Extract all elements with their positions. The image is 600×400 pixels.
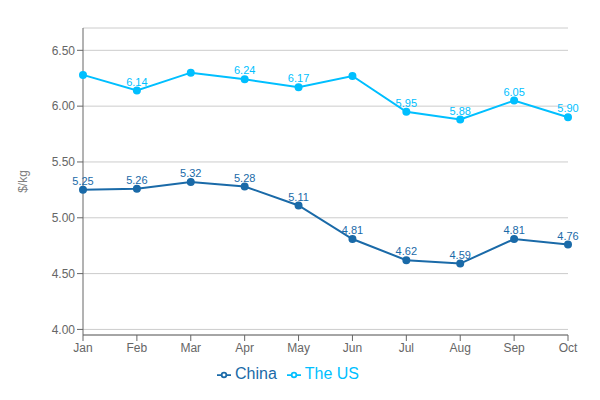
svg-text:5.25: 5.25 (72, 175, 93, 187)
svg-text:5.26: 5.26 (126, 174, 147, 186)
svg-text:5.88: 5.88 (450, 105, 471, 117)
svg-text:4.59: 4.59 (450, 249, 471, 261)
svg-text:4.00: 4.00 (52, 323, 76, 337)
svg-text:5.28: 5.28 (234, 172, 255, 184)
svg-text:6.50: 6.50 (52, 44, 76, 58)
svg-text:Jul: Jul (399, 341, 414, 355)
svg-text:5.00: 5.00 (52, 211, 76, 225)
svg-text:6.17: 6.17 (288, 72, 309, 84)
svg-text:Oct: Oct (559, 341, 578, 355)
svg-text:4.76: 4.76 (557, 230, 578, 242)
svg-text:5.11: 5.11 (288, 191, 309, 203)
svg-text:6.05: 6.05 (503, 86, 524, 98)
svg-text:Apr: Apr (235, 341, 254, 355)
svg-text:5.32: 5.32 (180, 167, 201, 179)
svg-text:May: May (287, 341, 310, 355)
svg-text:$/kg: $/kg (16, 170, 30, 193)
svg-text:Jan: Jan (73, 341, 92, 355)
svg-text:4.50: 4.50 (52, 267, 76, 281)
svg-text:4.81: 4.81 (503, 224, 524, 236)
svg-text:4.62: 4.62 (396, 245, 417, 257)
svg-text:Feb: Feb (127, 341, 148, 355)
html-text:China: China (235, 365, 277, 382)
svg-text:5.95: 5.95 (396, 97, 417, 109)
svg-text:Mar: Mar (180, 341, 201, 355)
html-text:The US: The US (304, 365, 359, 382)
svg-text:5.50: 5.50 (52, 155, 76, 169)
svg-text:6.14: 6.14 (126, 76, 147, 88)
svg-text:Aug: Aug (450, 341, 471, 355)
svg-text:6.24: 6.24 (234, 64, 255, 76)
svg-text:6.00: 6.00 (52, 99, 76, 113)
svg-text:4.81: 4.81 (342, 224, 363, 236)
svg-text:Sep: Sep (503, 341, 525, 355)
svg-text:Jun: Jun (343, 341, 362, 355)
svg-text:5.90: 5.90 (557, 102, 578, 114)
